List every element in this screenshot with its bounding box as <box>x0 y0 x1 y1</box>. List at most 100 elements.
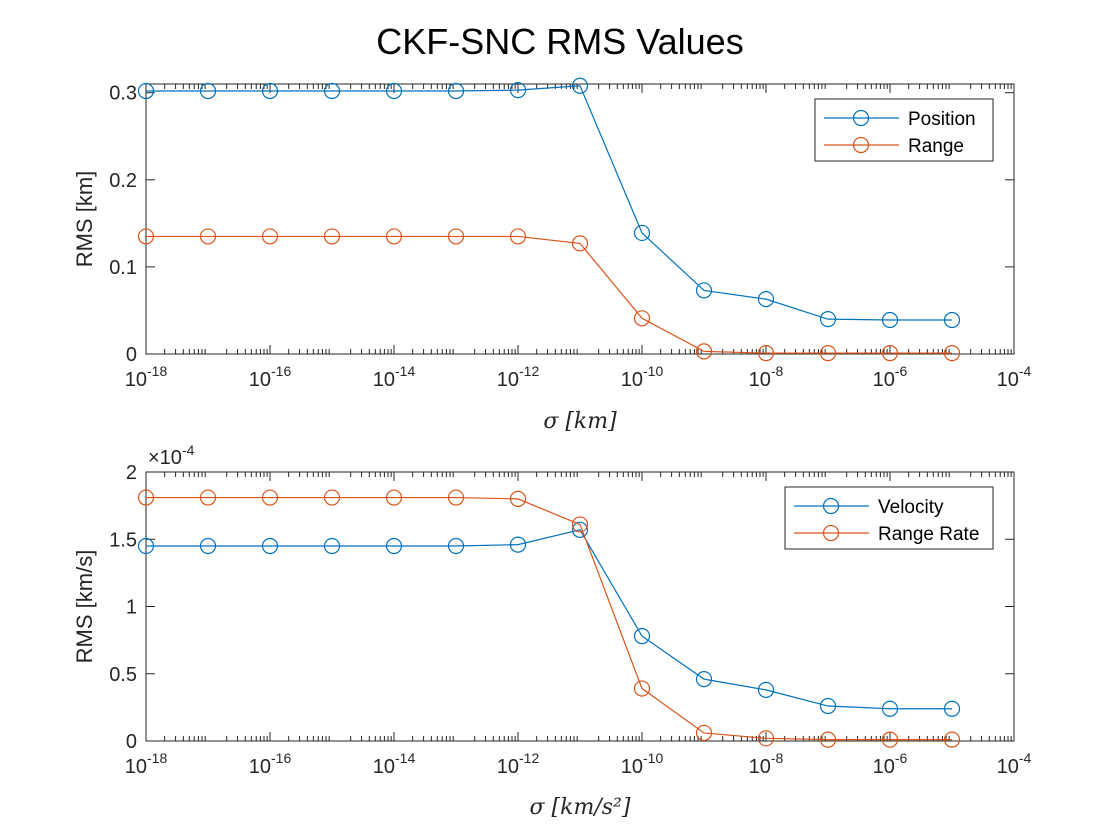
range-point <box>633 310 651 327</box>
range-rate-point <box>881 731 899 748</box>
y-tick-label: 1 <box>126 597 137 619</box>
y-axis-label: RMS [km] <box>72 171 97 268</box>
range-point <box>261 228 279 245</box>
axes-box <box>145 471 1015 742</box>
y-tick-label: 2 <box>126 462 137 484</box>
axes-box <box>145 83 1015 355</box>
range-point <box>695 343 713 360</box>
x-tick-label: 10-14 <box>373 750 416 778</box>
range-rate-point <box>571 516 589 533</box>
range-point <box>323 228 341 245</box>
x-tick-label: 10-4 <box>997 750 1032 778</box>
range-point <box>199 228 217 245</box>
position-point <box>137 82 155 100</box>
position-point <box>943 311 961 329</box>
position-point <box>261 82 279 100</box>
range-line <box>146 235 952 354</box>
velocity-point <box>819 697 837 715</box>
range-point <box>571 235 589 252</box>
velocity-point <box>757 681 775 698</box>
x-tick-label: 10-6 <box>873 750 908 778</box>
range-rate-point <box>323 489 341 506</box>
velocity-range-rate-subplot: 10-18 10-16 10-14 10-12 10-10 10-8 10-6 10-4 0 0.… <box>72 442 1032 820</box>
legend-marker <box>852 109 870 127</box>
range-rate-point <box>757 730 775 747</box>
position-point <box>447 82 465 100</box>
velocity-point <box>261 537 279 555</box>
range-point <box>385 228 403 245</box>
velocity-line <box>146 529 952 710</box>
y-tick-label: 0 <box>126 731 137 753</box>
legend <box>814 98 994 162</box>
legend <box>784 486 994 550</box>
range-point <box>819 345 837 362</box>
position-point <box>819 311 837 328</box>
figure-title: CKF-SNC RMS Values <box>376 21 743 62</box>
legend-label: Range <box>908 136 964 157</box>
x-tick-label: 10-18 <box>125 750 168 778</box>
range-point <box>509 228 527 245</box>
x-axis-label: σ [km/s²] <box>530 795 631 820</box>
x-tick-label: 10-16 <box>249 363 292 391</box>
position-point <box>571 77 589 94</box>
velocity-point <box>199 537 217 555</box>
range-rate-point <box>633 680 651 697</box>
position-range-subplot: 10-18 10-16 10-14 10-12 10-10 10-8 10-6 10-4 0 0.… <box>72 77 1032 434</box>
range-point <box>881 345 899 362</box>
legend-label: Position <box>908 109 976 130</box>
range-rate-point <box>199 489 217 506</box>
y-tick-label: 0.3 <box>109 83 137 105</box>
range-rate-point <box>509 490 527 507</box>
x-tick-label: 10-12 <box>497 363 540 391</box>
legend-label: Velocity <box>878 497 944 518</box>
x-tick-label: 10-18 <box>125 363 168 391</box>
y-tick-label: 0 <box>126 344 137 366</box>
x-tick-label: 10-8 <box>749 750 784 778</box>
x-tick-label: 10-10 <box>621 750 664 778</box>
velocity-point <box>633 627 651 645</box>
velocity-point <box>323 537 341 555</box>
position-line <box>146 85 952 321</box>
x-tick-label: 10-6 <box>873 363 908 391</box>
legend-marker <box>822 524 840 542</box>
velocity-point <box>509 536 527 553</box>
velocity-point <box>881 700 899 717</box>
range-rate-point <box>385 489 403 506</box>
velocity-point <box>571 521 589 538</box>
x-tick-label: 10-12 <box>497 750 540 778</box>
x-tick-label: 10-16 <box>249 750 292 778</box>
position-point <box>509 81 527 99</box>
range-rate-point <box>261 489 279 506</box>
range-point <box>757 345 775 362</box>
legend-marker <box>822 497 840 515</box>
velocity-point <box>137 537 155 555</box>
position-point <box>199 82 217 100</box>
x-axis-label: σ [km] <box>543 409 617 434</box>
range-rate-point <box>943 731 961 748</box>
position-point <box>757 291 775 308</box>
legend-marker <box>852 136 870 154</box>
range-point <box>137 228 155 245</box>
position-point <box>323 82 341 100</box>
y-tick-label: 0.1 <box>109 257 137 279</box>
range-rate-point <box>137 489 155 506</box>
x-tick-label: 10-10 <box>621 363 664 391</box>
range-rate-point <box>447 489 465 506</box>
x-tick-label: 10-8 <box>749 363 784 391</box>
velocity-point <box>943 700 961 717</box>
range-point <box>943 345 961 362</box>
position-point <box>695 282 713 299</box>
x-tick-label: 10-4 <box>997 363 1032 391</box>
velocity-point <box>385 537 403 555</box>
legend-label: Range Rate <box>878 524 979 545</box>
range-rate-point <box>695 724 713 742</box>
y-tick-label: 0.5 <box>109 664 137 686</box>
range-rate-line <box>146 496 952 741</box>
position-point <box>633 224 651 242</box>
y-axis-label: RMS [km/s] <box>72 550 97 664</box>
range-rate-point <box>819 731 837 748</box>
y-tick-label: 1.5 <box>109 529 137 551</box>
velocity-point <box>695 671 713 688</box>
x-tick-label: 10-14 <box>373 363 416 391</box>
